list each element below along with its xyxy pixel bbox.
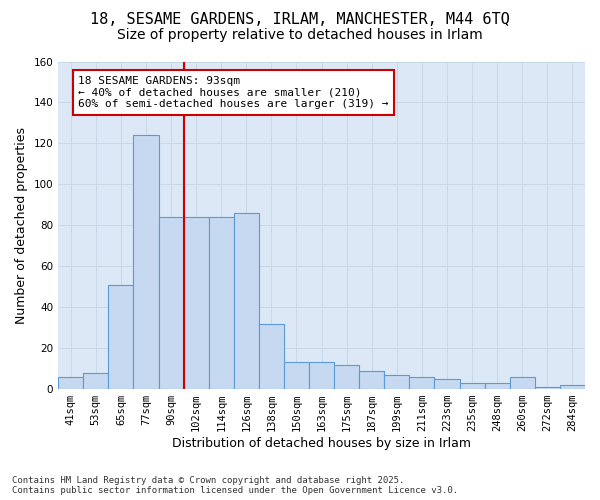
Bar	[309, 362, 334, 389]
Bar	[158, 217, 184, 389]
Bar	[535, 387, 560, 389]
Bar	[133, 135, 158, 389]
Bar	[460, 383, 485, 389]
Text: Contains HM Land Registry data © Crown copyright and database right 2025.
Contai: Contains HM Land Registry data © Crown c…	[12, 476, 458, 495]
Bar	[385, 375, 409, 389]
Bar	[83, 372, 109, 389]
Text: 18 SESAME GARDENS: 93sqm
← 40% of detached houses are smaller (210)
60% of semi-: 18 SESAME GARDENS: 93sqm ← 40% of detach…	[78, 76, 389, 109]
Bar	[334, 364, 359, 389]
Bar	[510, 377, 535, 389]
Bar	[234, 213, 259, 389]
Bar	[259, 324, 284, 389]
Bar	[409, 377, 434, 389]
Bar	[109, 284, 133, 389]
Bar	[560, 385, 585, 389]
Bar	[359, 370, 385, 389]
Bar	[434, 379, 460, 389]
Text: 18, SESAME GARDENS, IRLAM, MANCHESTER, M44 6TQ: 18, SESAME GARDENS, IRLAM, MANCHESTER, M…	[90, 12, 510, 28]
Bar	[58, 377, 83, 389]
Y-axis label: Number of detached properties: Number of detached properties	[15, 127, 28, 324]
Text: Size of property relative to detached houses in Irlam: Size of property relative to detached ho…	[117, 28, 483, 42]
Bar	[485, 383, 510, 389]
Bar	[184, 217, 209, 389]
X-axis label: Distribution of detached houses by size in Irlam: Distribution of detached houses by size …	[172, 437, 471, 450]
Bar	[284, 362, 309, 389]
Bar	[209, 217, 234, 389]
